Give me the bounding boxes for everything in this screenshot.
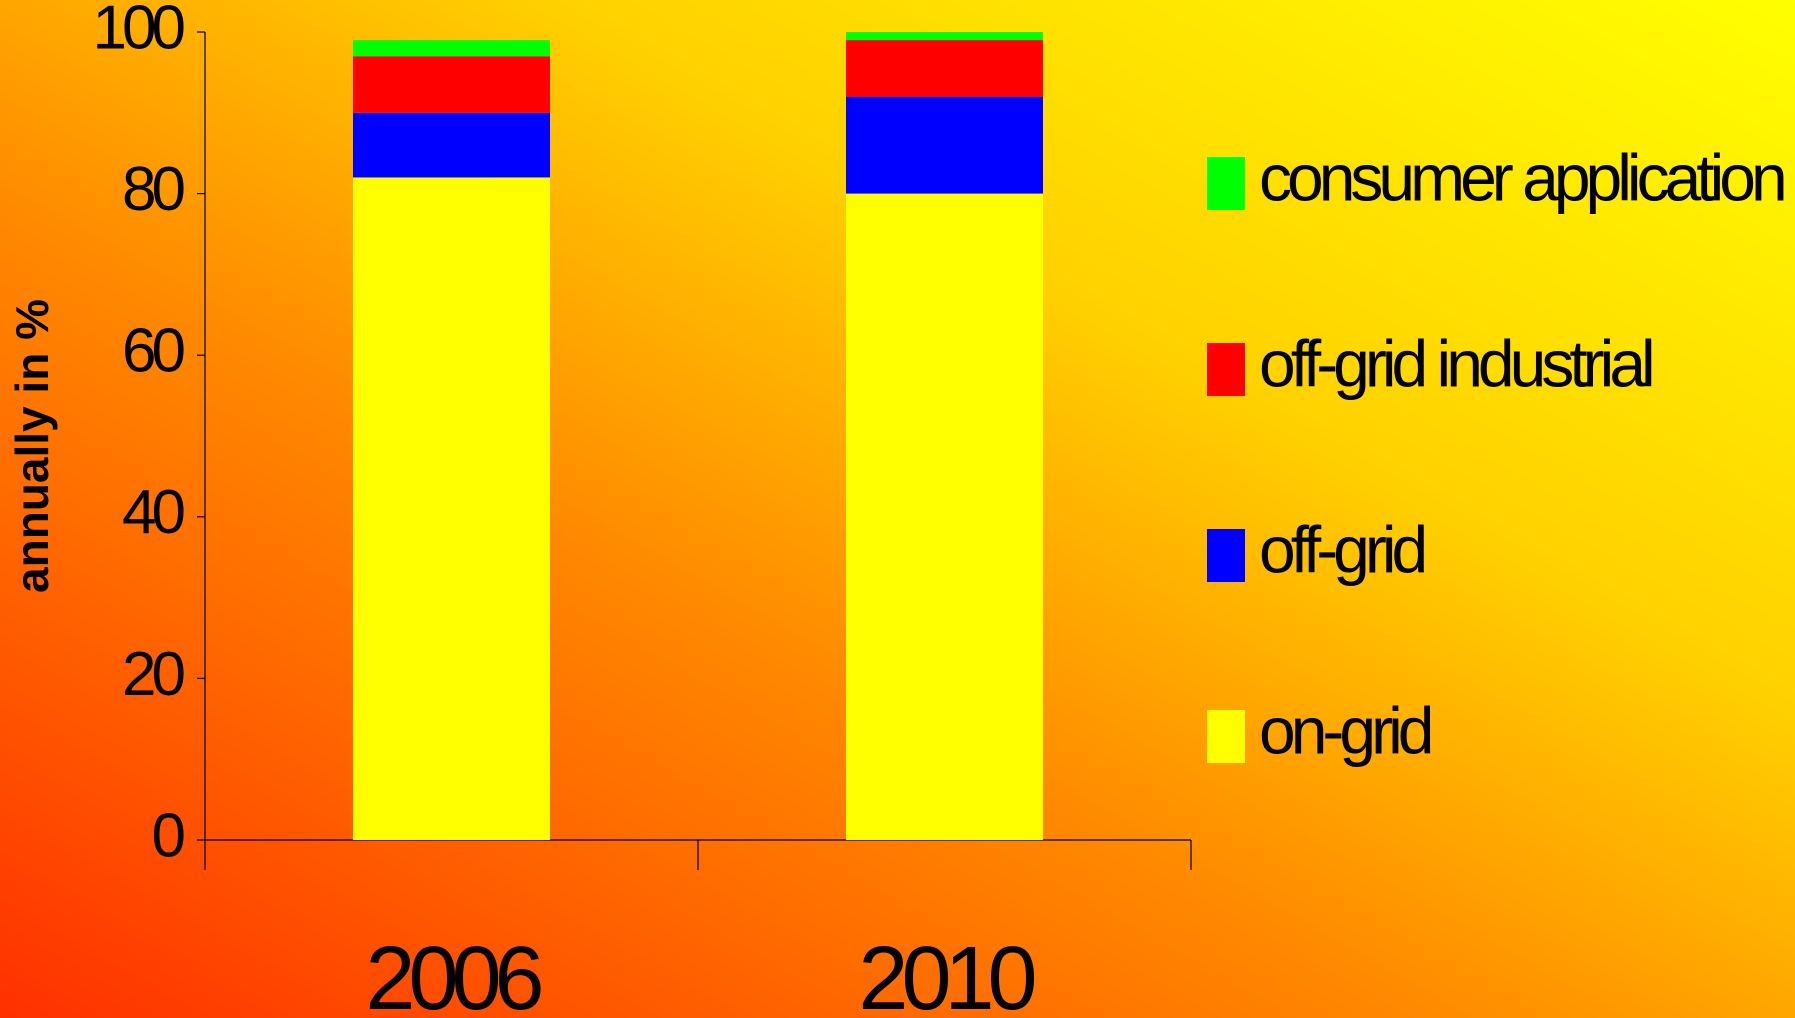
x-tick-label: 2006 bbox=[365, 929, 541, 1018]
legend-label: off-grid industrial bbox=[1259, 326, 1652, 400]
y-tick-label: 100 bbox=[93, 0, 185, 62]
bar-segment bbox=[846, 32, 1043, 41]
y-tick-label: 0 bbox=[152, 801, 185, 870]
y-tick-label: 60 bbox=[122, 317, 184, 386]
legend-label: on-grid bbox=[1259, 693, 1431, 767]
y-axis-label: annually in % bbox=[6, 299, 58, 593]
legend-label: off-grid bbox=[1259, 512, 1425, 586]
legend-swatch bbox=[1207, 343, 1245, 396]
legend-swatch bbox=[1207, 710, 1245, 763]
bar-segment bbox=[846, 193, 1043, 841]
x-tick-label: 2010 bbox=[858, 929, 1034, 1018]
legend-swatch bbox=[1207, 157, 1245, 210]
y-tick-label: 80 bbox=[122, 155, 184, 224]
bar-segment bbox=[846, 40, 1043, 97]
legend-swatch bbox=[1207, 529, 1245, 582]
y-tick-label: 40 bbox=[122, 478, 184, 547]
bar-segment bbox=[353, 56, 550, 113]
y-tick-label: 20 bbox=[122, 640, 184, 709]
bar-segment bbox=[353, 177, 550, 840]
bar-segment bbox=[353, 112, 550, 178]
bar-segment bbox=[353, 40, 550, 57]
bar-segment bbox=[846, 96, 1043, 194]
legend-label: consumer application bbox=[1259, 140, 1784, 214]
